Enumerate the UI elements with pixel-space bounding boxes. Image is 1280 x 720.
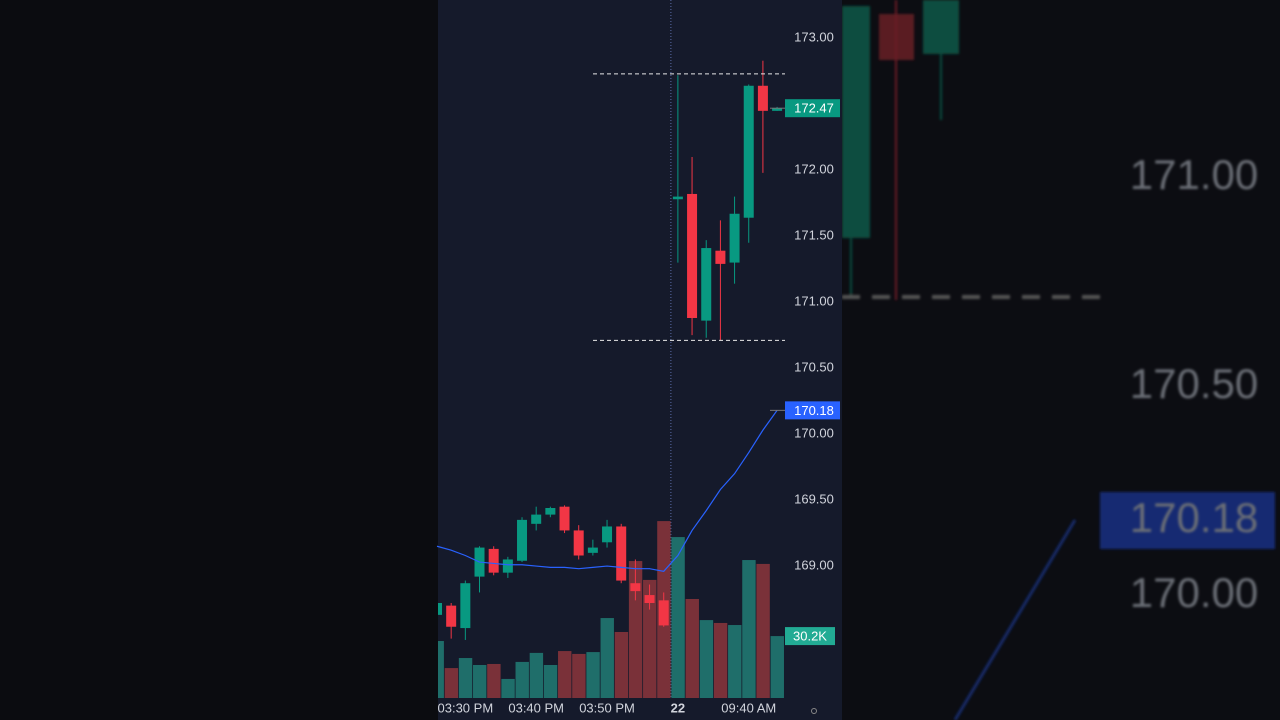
zoom-label: 170.50 (1130, 360, 1258, 407)
volume-bar (487, 663, 501, 698)
volume-bar (728, 625, 742, 698)
candle-body (715, 250, 726, 264)
candle-body (502, 559, 513, 573)
candle-body (687, 193, 698, 318)
candle-body (531, 514, 542, 524)
candle-body (630, 583, 641, 592)
zoom-labels: 171.00 170.50 170.18 170.00 (1130, 151, 1258, 616)
price-badge (785, 401, 840, 420)
volume-bar (558, 651, 572, 698)
candle-body (616, 526, 627, 581)
volume-bar (515, 661, 529, 698)
candle-body (658, 600, 669, 626)
volume-bar (586, 652, 600, 698)
volume-bar (501, 678, 515, 698)
x-tick-label: 03:50 PM (579, 700, 635, 715)
volume-bar (770, 636, 784, 698)
candle-body (559, 506, 570, 531)
volume-bar (614, 631, 629, 698)
candle-body (772, 108, 783, 111)
price-badge-label: 172.47 (794, 101, 834, 116)
zoom-badge (1100, 492, 1275, 549)
candle-body (460, 583, 471, 629)
candle-body (701, 248, 712, 321)
volume-bar (713, 622, 728, 698)
volume-bar (671, 537, 685, 698)
volume-bar (438, 641, 444, 698)
chart: 169.00 169.50 170.00 170.50 171.00 171.50 172.… (436, 0, 840, 715)
zoom-overlay-shapes (842, 0, 1275, 720)
y-tick-label: 172.00 (794, 162, 834, 177)
zoom-label: 171.00 (1130, 151, 1258, 198)
right-backdrop (842, 0, 1280, 720)
y-tick-label: 170.50 (794, 360, 834, 375)
candle-body (672, 196, 683, 200)
volume-bar (473, 664, 487, 698)
candle-body (729, 213, 740, 263)
x-tick-label: 09:40 AM (721, 700, 776, 715)
price-badge (785, 99, 840, 118)
volume-bar (628, 561, 643, 698)
volume-bar (600, 618, 614, 698)
volume-bar (529, 652, 544, 698)
zoom-label: 170.18 (1130, 494, 1258, 541)
volume-bar (643, 579, 657, 698)
candle-body (743, 85, 754, 218)
volume-bar (742, 560, 756, 698)
y-tick-label: 171.50 (794, 228, 834, 243)
volume-badge (785, 627, 835, 646)
zoom-label: 170.00 (1130, 569, 1258, 616)
plot-area (438, 0, 784, 698)
candle-body (644, 595, 655, 603)
moving-average (436, 410, 778, 572)
candle-body (438, 602, 442, 615)
zoom-candle (923, 0, 959, 54)
volume-bar (685, 598, 699, 698)
candle-body (517, 519, 528, 561)
candle-body (545, 507, 556, 515)
candle-body (488, 548, 499, 573)
volume-bar (572, 653, 586, 698)
price-badge-label: 170.18 (794, 403, 834, 418)
x-tick-label: 03:30 PM (438, 700, 494, 715)
volume-bar (543, 664, 558, 698)
y-tick-label: 169.00 (794, 557, 834, 572)
candle-body (587, 547, 598, 553)
volume-bar (699, 620, 714, 698)
left-backdrop (0, 0, 438, 720)
candle-body (602, 526, 613, 543)
settings-icon (811, 708, 817, 714)
zoom-ma (953, 519, 1077, 720)
y-tick-label: 171.00 (794, 294, 834, 309)
y-tick-label: 173.00 (794, 30, 834, 45)
x-tick-label: 03:40 PM (508, 700, 564, 715)
volume-badge-label: 30.2K (793, 629, 827, 644)
zoom-candle (842, 6, 870, 238)
volume-bar (458, 658, 473, 698)
volume-bar (444, 668, 459, 698)
volume-bar (756, 563, 770, 698)
y-tick-label: 170.00 (794, 426, 834, 441)
y-tick-label: 169.50 (794, 492, 834, 507)
candle-body (446, 605, 457, 627)
candle-body (757, 85, 768, 111)
x-tick-label: 22 (671, 700, 685, 715)
candle-body (573, 530, 584, 556)
